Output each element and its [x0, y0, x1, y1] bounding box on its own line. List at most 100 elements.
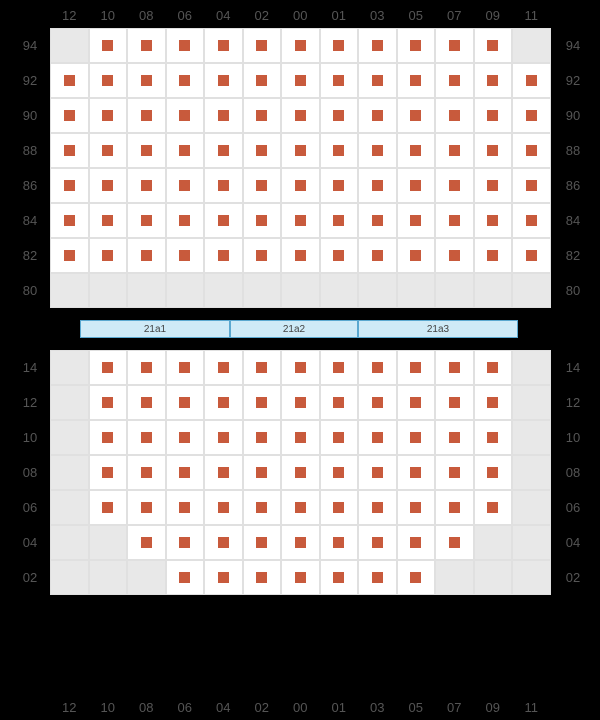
seat-cell[interactable]: [320, 133, 359, 168]
seat-cell[interactable]: [320, 350, 359, 385]
seat-cell[interactable]: [243, 350, 282, 385]
seat-cell[interactable]: [474, 168, 513, 203]
seat-cell[interactable]: [243, 28, 282, 63]
seat-cell[interactable]: [243, 238, 282, 273]
seat-cell[interactable]: [512, 203, 551, 238]
seat-cell[interactable]: [320, 455, 359, 490]
seat-cell[interactable]: [204, 63, 243, 98]
seat-cell[interactable]: [89, 385, 128, 420]
seat-cell[interactable]: [358, 168, 397, 203]
section-bar[interactable]: 21a3: [358, 320, 518, 338]
seat-cell[interactable]: [474, 238, 513, 273]
seat-cell[interactable]: [166, 203, 205, 238]
seat-cell[interactable]: [358, 98, 397, 133]
section-bar[interactable]: 21a2: [230, 320, 358, 338]
seat-cell[interactable]: [50, 168, 89, 203]
seat-cell[interactable]: [50, 63, 89, 98]
seat-cell[interactable]: [358, 133, 397, 168]
seat-cell[interactable]: [358, 350, 397, 385]
seat-cell[interactable]: [204, 350, 243, 385]
seat-cell[interactable]: [358, 238, 397, 273]
seat-cell[interactable]: [127, 490, 166, 525]
seat-cell[interactable]: [281, 28, 320, 63]
seat-cell[interactable]: [243, 203, 282, 238]
seat-cell[interactable]: [89, 133, 128, 168]
seat-cell[interactable]: [243, 385, 282, 420]
seat-cell[interactable]: [243, 560, 282, 595]
seat-cell[interactable]: [127, 168, 166, 203]
seat-cell[interactable]: [512, 133, 551, 168]
seat-cell[interactable]: [397, 525, 436, 560]
seat-cell[interactable]: [435, 385, 474, 420]
seat-cell[interactable]: [89, 350, 128, 385]
seat-cell[interactable]: [358, 525, 397, 560]
seat-cell[interactable]: [397, 560, 436, 595]
seat-cell[interactable]: [89, 238, 128, 273]
seat-cell[interactable]: [474, 385, 513, 420]
seat-cell[interactable]: [166, 560, 205, 595]
seat-cell[interactable]: [320, 98, 359, 133]
seat-cell[interactable]: [281, 385, 320, 420]
seat-cell[interactable]: [127, 98, 166, 133]
seat-cell[interactable]: [397, 420, 436, 455]
seat-cell[interactable]: [397, 98, 436, 133]
seat-cell[interactable]: [397, 168, 436, 203]
seat-cell[interactable]: [89, 455, 128, 490]
seat-cell[interactable]: [358, 385, 397, 420]
seat-cell[interactable]: [358, 63, 397, 98]
seat-cell[interactable]: [166, 28, 205, 63]
seat-cell[interactable]: [127, 203, 166, 238]
seat-cell[interactable]: [435, 168, 474, 203]
seat-cell[interactable]: [512, 98, 551, 133]
seat-cell[interactable]: [166, 238, 205, 273]
seat-cell[interactable]: [474, 350, 513, 385]
seat-cell[interactable]: [127, 63, 166, 98]
seat-cell[interactable]: [127, 350, 166, 385]
seat-cell[interactable]: [127, 133, 166, 168]
section-bar[interactable]: 21a1: [80, 320, 230, 338]
seat-cell[interactable]: [166, 168, 205, 203]
seat-cell[interactable]: [243, 63, 282, 98]
seat-cell[interactable]: [358, 455, 397, 490]
seat-cell[interactable]: [281, 490, 320, 525]
seat-cell[interactable]: [243, 98, 282, 133]
seat-cell[interactable]: [204, 560, 243, 595]
seat-cell[interactable]: [243, 133, 282, 168]
seat-cell[interactable]: [243, 168, 282, 203]
seat-cell[interactable]: [127, 385, 166, 420]
seat-cell[interactable]: [127, 525, 166, 560]
seat-cell[interactable]: [474, 455, 513, 490]
seat-cell[interactable]: [166, 350, 205, 385]
seat-cell[interactable]: [358, 420, 397, 455]
seat-cell[interactable]: [204, 203, 243, 238]
seat-cell[interactable]: [320, 238, 359, 273]
seat-cell[interactable]: [127, 420, 166, 455]
seat-cell[interactable]: [243, 420, 282, 455]
seat-cell[interactable]: [435, 203, 474, 238]
seat-cell[interactable]: [474, 98, 513, 133]
seat-cell[interactable]: [204, 133, 243, 168]
seat-cell[interactable]: [281, 350, 320, 385]
seat-cell[interactable]: [474, 63, 513, 98]
seat-cell[interactable]: [474, 133, 513, 168]
seat-cell[interactable]: [397, 238, 436, 273]
seat-cell[interactable]: [320, 63, 359, 98]
seat-cell[interactable]: [166, 63, 205, 98]
seat-cell[interactable]: [281, 133, 320, 168]
seat-cell[interactable]: [397, 28, 436, 63]
seat-cell[interactable]: [243, 525, 282, 560]
seat-cell[interactable]: [397, 490, 436, 525]
seat-cell[interactable]: [320, 385, 359, 420]
seat-cell[interactable]: [512, 168, 551, 203]
seat-cell[interactable]: [204, 385, 243, 420]
seat-cell[interactable]: [512, 238, 551, 273]
seat-cell[interactable]: [435, 420, 474, 455]
seat-cell[interactable]: [435, 28, 474, 63]
seat-cell[interactable]: [89, 28, 128, 63]
seat-cell[interactable]: [358, 560, 397, 595]
seat-cell[interactable]: [281, 560, 320, 595]
seat-cell[interactable]: [320, 560, 359, 595]
seat-cell[interactable]: [204, 525, 243, 560]
seat-cell[interactable]: [89, 490, 128, 525]
seat-cell[interactable]: [204, 238, 243, 273]
